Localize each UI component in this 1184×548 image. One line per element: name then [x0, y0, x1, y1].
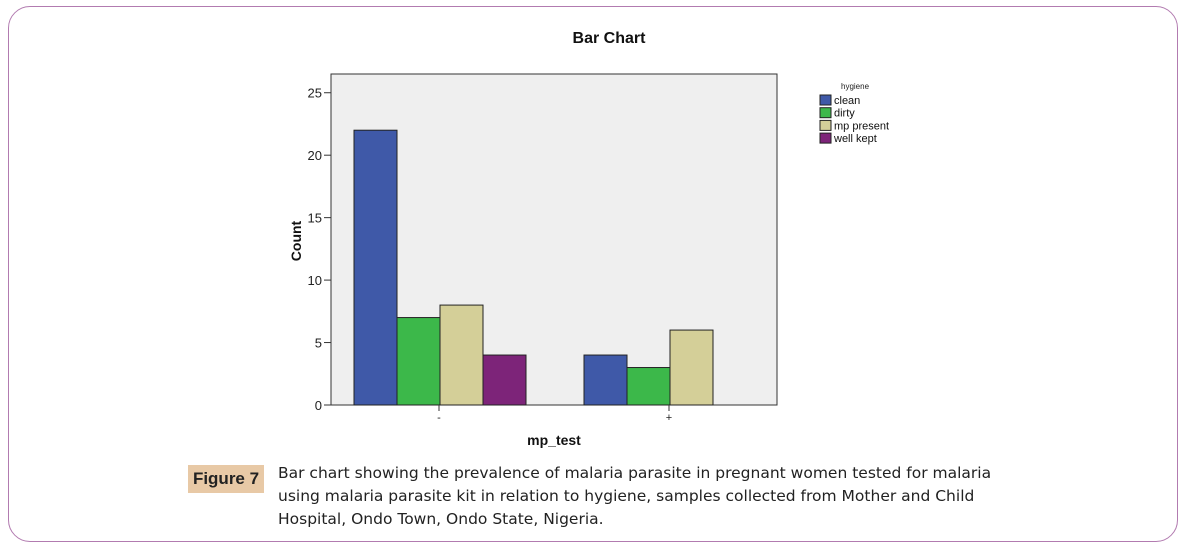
- legend-label-mp-present: mp present: [834, 120, 889, 132]
- y-tick-label: 20: [308, 148, 322, 163]
- x-axis-label: mp_test: [527, 432, 581, 448]
- chart-title: Bar Chart: [573, 30, 647, 47]
- y-tick-label: 0: [315, 398, 322, 413]
- legend-label-well-kept: well kept: [833, 133, 877, 145]
- x-tick-label: +: [666, 412, 672, 424]
- caption-text: Bar chart showing the prevalence of mala…: [278, 462, 1018, 531]
- bar-mp-present-positive: [670, 330, 713, 405]
- bar-dirty-positive: [627, 368, 670, 405]
- y-tick-label: 25: [308, 86, 322, 101]
- bar-well-kept-negative: [483, 355, 526, 405]
- y-axis-label: Count: [288, 220, 304, 261]
- legend-swatch-mp-present: [820, 120, 831, 130]
- x-tick-label: -: [437, 412, 441, 424]
- y-tick-label: 10: [308, 273, 322, 288]
- bar-dirty-negative: [397, 318, 440, 405]
- legend-swatch-dirty: [820, 108, 831, 118]
- legend-title: hygiene: [841, 82, 870, 91]
- legend-label-dirty: dirty: [834, 108, 855, 120]
- x-axis: - +: [437, 405, 672, 424]
- y-tick-label: 15: [308, 211, 322, 226]
- figure-label: Figure 7: [188, 465, 264, 493]
- legend-swatch-clean: [820, 95, 831, 105]
- y-tick-label: 5: [315, 336, 322, 351]
- bar-clean-positive: [584, 355, 627, 405]
- bar-clean-negative: [354, 130, 397, 405]
- legend-label-clean: clean: [834, 95, 860, 107]
- bar-mp-present-negative: [440, 305, 483, 405]
- y-axis: 0 5 10 15 20 25: [308, 86, 331, 413]
- legend-swatch-well-kept: [820, 133, 831, 143]
